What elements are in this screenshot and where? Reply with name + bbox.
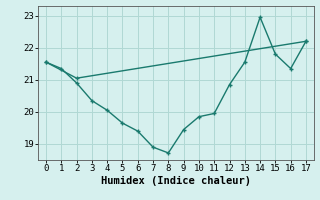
X-axis label: Humidex (Indice chaleur): Humidex (Indice chaleur) [101,176,251,186]
